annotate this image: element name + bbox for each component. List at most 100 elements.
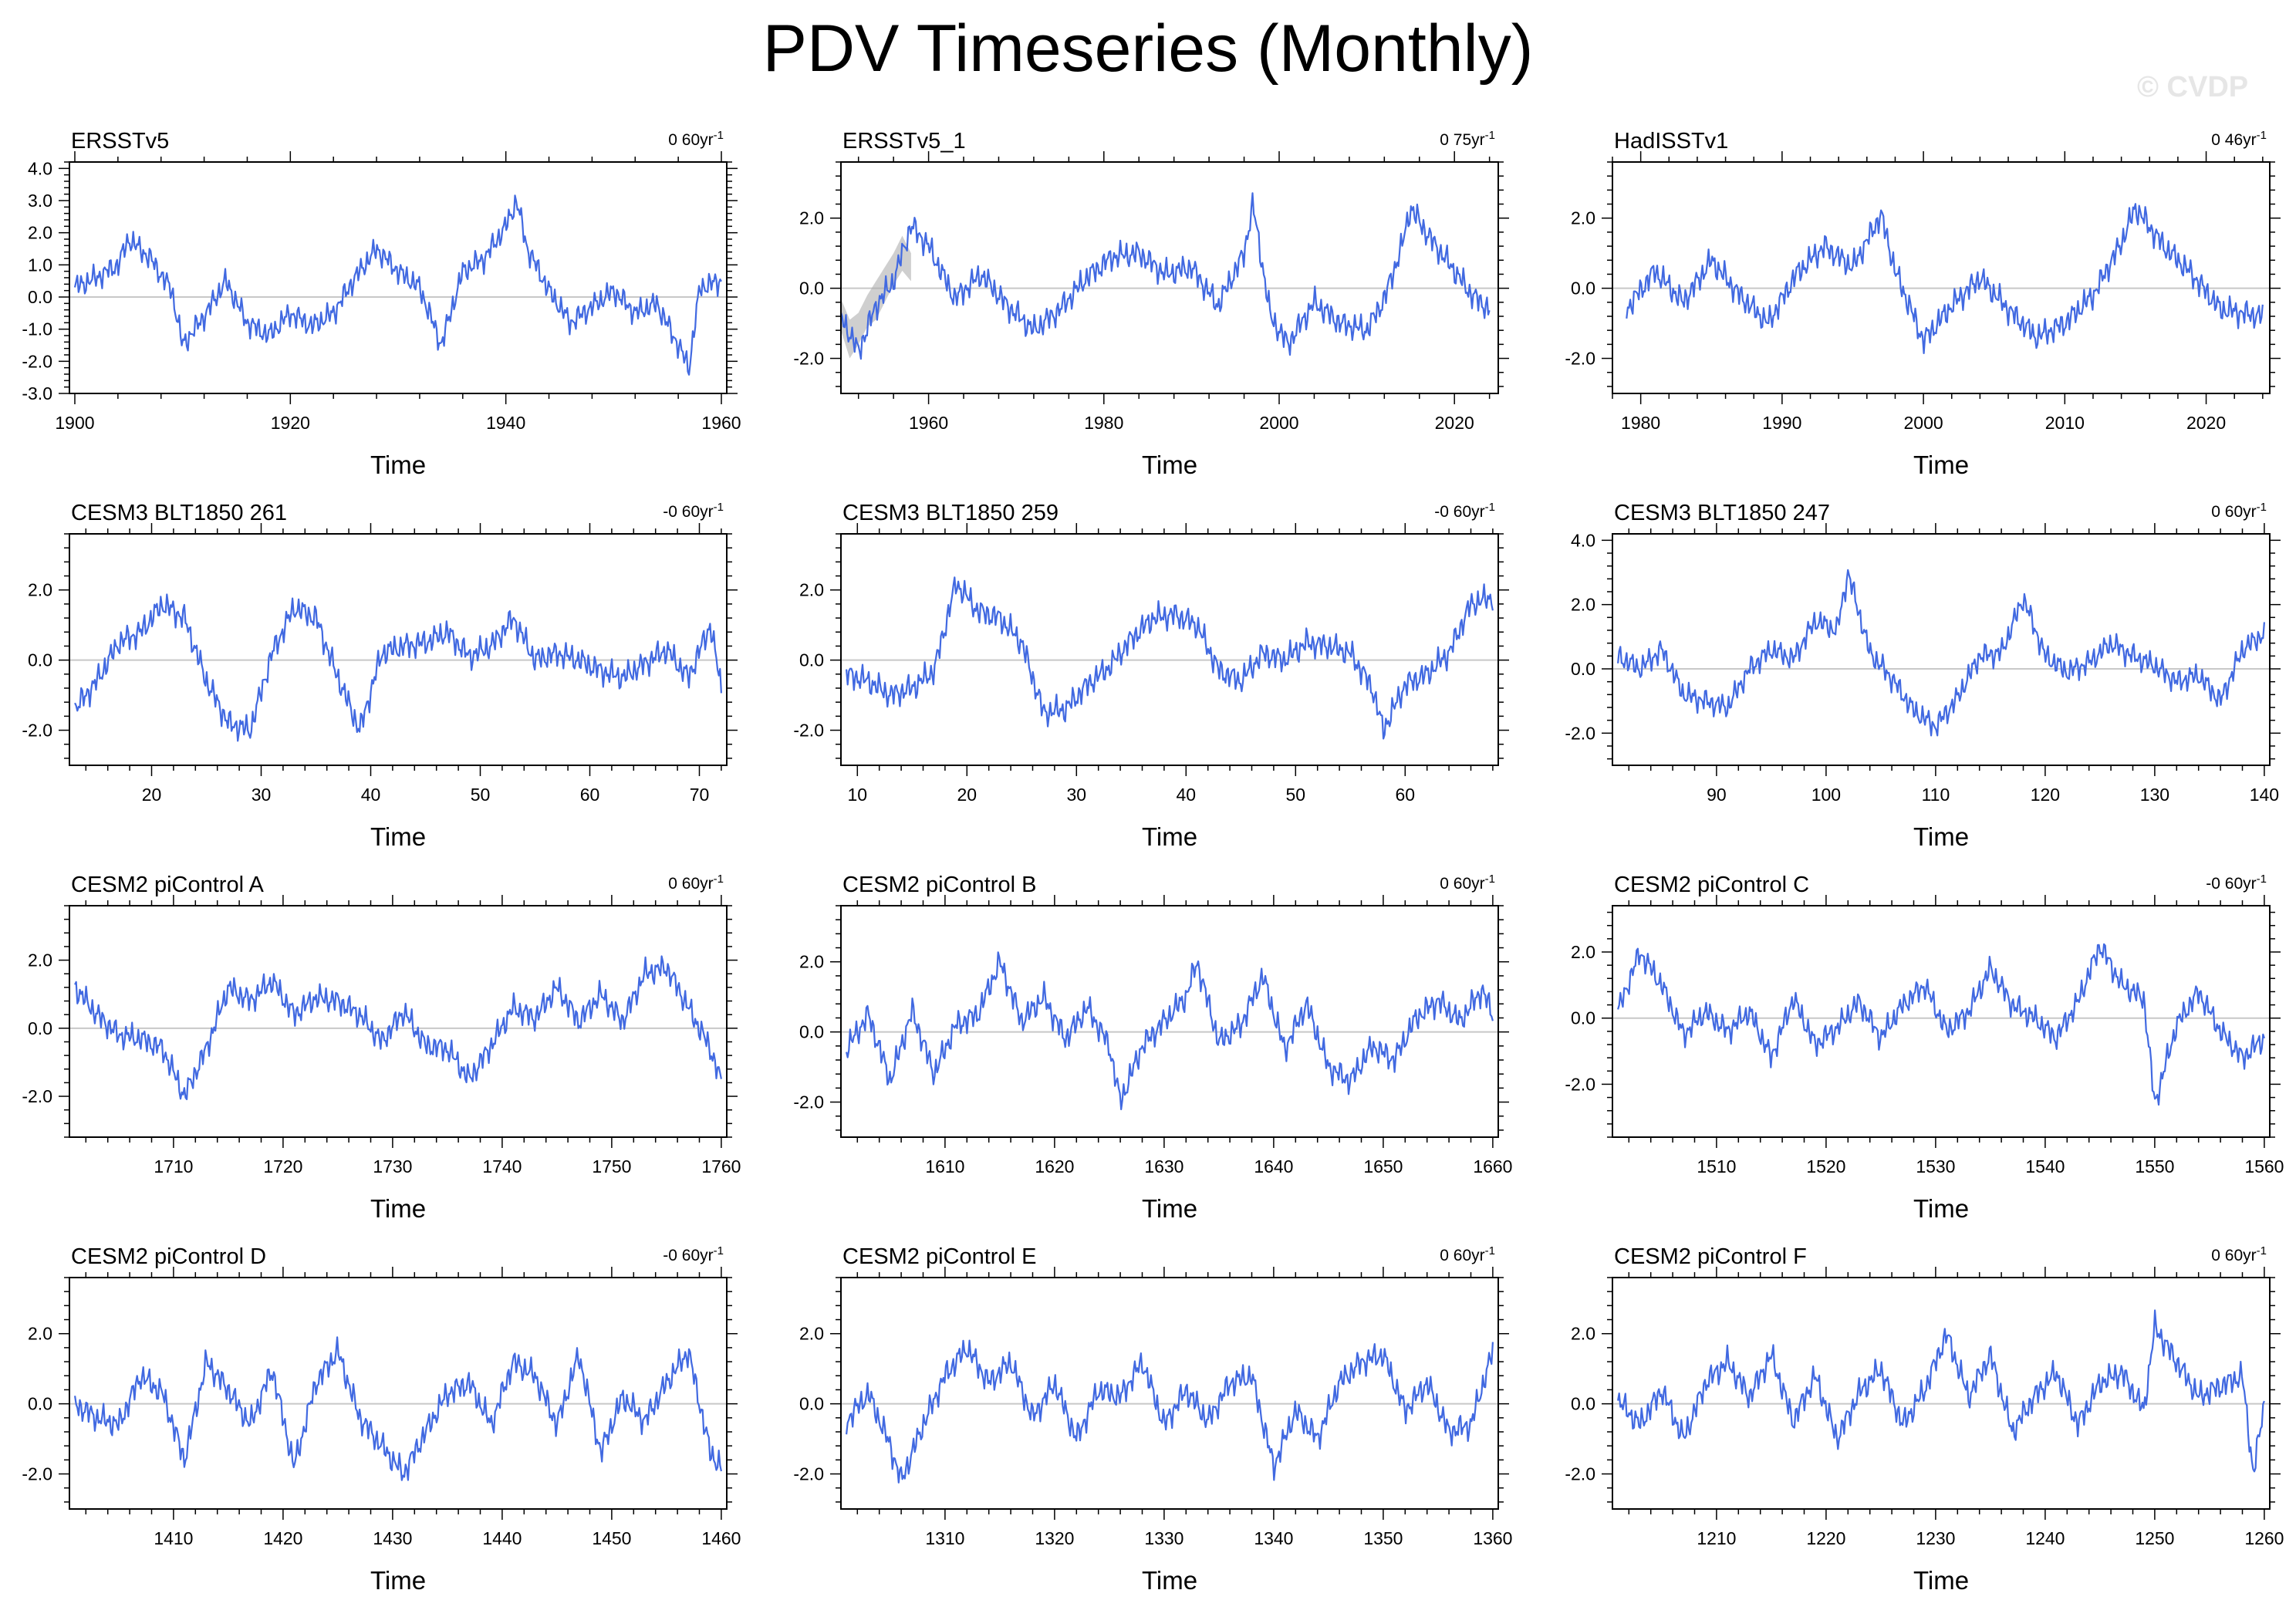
x-tick-label: 1220	[1806, 1528, 1845, 1548]
series-line	[74, 955, 722, 1101]
y-tick-label: 0.0	[1571, 279, 1595, 299]
x-axis-label: Time	[370, 1194, 426, 1223]
y-tick-label: 0.0	[799, 279, 824, 299]
x-tick-label: 1960	[909, 413, 948, 433]
x-tick-label: 1730	[373, 1156, 412, 1176]
y-tick-label: 2.0	[1571, 1324, 1595, 1344]
y-tick-label: -2.0	[793, 721, 824, 741]
y-tick-label: 0.0	[1571, 1008, 1595, 1028]
x-tick-label: 1410	[154, 1528, 193, 1548]
x-tick-label: 20	[142, 785, 162, 805]
y-tick-label: 2.0	[1571, 595, 1595, 615]
x-tick-label: 1530	[1916, 1156, 1955, 1176]
y-tick-label: -2.0	[1565, 723, 1595, 743]
x-tick-label: 1630	[1144, 1156, 1183, 1176]
trend-label: 0 60yr-1	[2211, 1244, 2267, 1264]
x-tick-label: 1360	[1473, 1528, 1512, 1548]
plot-frame	[840, 161, 1499, 394]
trend-label: 0 46yr-1	[2211, 129, 2267, 149]
x-tick-label: 100	[1811, 785, 1841, 805]
y-tick-label: 2.0	[28, 1324, 52, 1344]
y-tick-label: 0.0	[799, 1394, 824, 1414]
x-tick-label: 70	[690, 785, 710, 805]
y-tick-label: 2.0	[28, 580, 52, 600]
y-tick-label: 0.0	[28, 287, 52, 307]
trend-label: 0 75yr-1	[1440, 129, 1495, 149]
x-tick-label: 1660	[1473, 1156, 1512, 1176]
x-tick-label: 1260	[2244, 1528, 2284, 1548]
panel-title: CESM2 piControl D	[71, 1244, 266, 1269]
y-tick-label: 2.0	[799, 952, 824, 972]
y-tick-label: -2.0	[1565, 1464, 1595, 1484]
trend-label: -0 60yr-1	[2206, 873, 2267, 893]
y-tick-label: -3.0	[22, 383, 52, 403]
plot-frame	[1612, 533, 2271, 766]
x-tick-label: 1640	[1254, 1156, 1293, 1176]
panel-8: CESM2 piControl B 0 60yr-1 1610 1620 1630 164…	[793, 873, 1512, 1223]
x-tick-label: 30	[252, 785, 272, 805]
trend-label: -0 60yr-1	[663, 1244, 724, 1264]
trend-unit-superscript: -1	[2257, 873, 2267, 886]
x-tick-label: 1440	[482, 1528, 522, 1548]
series-line	[1626, 203, 2264, 354]
y-tick-label: -2.0	[22, 351, 52, 371]
x-axis-label: Time	[1913, 451, 1969, 479]
y-tick-label: 0.0	[28, 650, 52, 670]
x-tick-label: 1960	[701, 413, 741, 433]
plot-frame	[69, 1277, 728, 1510]
plot-frame	[1612, 1277, 2271, 1510]
x-tick-label: 1610	[925, 1156, 964, 1176]
x-tick-label: 2010	[2045, 413, 2085, 433]
x-tick-label: 60	[580, 785, 600, 805]
x-tick-label: 130	[2140, 785, 2169, 805]
y-tick-label: 2.0	[799, 1324, 824, 1344]
series-line	[839, 192, 1491, 360]
y-tick-label: -2.0	[1565, 349, 1595, 369]
x-axis-label: Time	[1142, 1566, 1197, 1595]
trend-unit-superscript: -1	[714, 1244, 724, 1257]
x-tick-label: 60	[1396, 785, 1416, 805]
plot-frame	[69, 905, 728, 1138]
panel-title: ERSSTv5_1	[842, 129, 966, 154]
y-tick-label: -2.0	[793, 1464, 824, 1484]
x-tick-label: 1900	[55, 413, 94, 433]
trend-unit-superscript: -1	[2257, 1244, 2267, 1257]
x-tick-label: 1310	[925, 1528, 964, 1548]
panel-6: CESM3 BLT1850 247 0 60yr-1 90 100 110 120 130 1…	[1565, 501, 2281, 851]
panel-7: CESM2 piControl A 0 60yr-1 1710 1720 1730 174…	[22, 873, 741, 1223]
trend-unit-superscript: -1	[1485, 129, 1495, 142]
plot-frame	[840, 533, 1499, 766]
panel-title: CESM2 piControl B	[842, 873, 1036, 897]
series-line	[846, 1339, 1494, 1484]
x-tick-label: 1760	[701, 1156, 741, 1176]
series-line	[1617, 943, 2265, 1106]
x-tick-label: 20	[957, 785, 977, 805]
panel-3: HadISSTv1 0 46yr-1 1980 1990 2000 2010 2020 -2.…	[1565, 129, 2281, 479]
x-tick-label: 1510	[1697, 1156, 1736, 1176]
x-axis-label: Time	[370, 1566, 426, 1595]
series-line	[846, 951, 1494, 1111]
y-tick-label: 0.0	[799, 1022, 824, 1042]
x-tick-label: 1720	[263, 1156, 302, 1176]
x-tick-label: 1990	[1762, 413, 1801, 433]
panel-4: CESM3 BLT1850 261 -0 60yr-1 20 30 40 50 60 70 -2…	[22, 501, 738, 851]
trend-unit-superscript: -1	[2257, 501, 2267, 514]
y-tick-label: 2.0	[799, 208, 824, 228]
trend-label: 0 60yr-1	[668, 129, 724, 149]
x-tick-label: 1250	[2135, 1528, 2174, 1548]
x-tick-label: 10	[848, 785, 868, 805]
y-tick-label: 1.0	[28, 255, 52, 275]
panel-10: CESM2 piControl D -0 60yr-1 1410 1420 1430 14…	[22, 1244, 741, 1595]
y-tick-label: -2.0	[793, 1092, 824, 1112]
x-axis-label: Time	[370, 451, 426, 479]
x-tick-label: 1940	[486, 413, 525, 433]
x-tick-label: 1240	[2025, 1528, 2065, 1548]
x-axis-label: Time	[370, 822, 426, 851]
x-tick-label: 120	[2031, 785, 2060, 805]
panel-11: CESM2 piControl E 0 60yr-1 1310 1320 1330 134…	[793, 1244, 1512, 1595]
series-line	[1617, 569, 2265, 737]
y-tick-label: -1.0	[22, 319, 52, 339]
y-tick-label: 2.0	[28, 950, 52, 971]
x-tick-label: 1450	[592, 1528, 631, 1548]
trend-label: -0 60yr-1	[663, 501, 724, 521]
